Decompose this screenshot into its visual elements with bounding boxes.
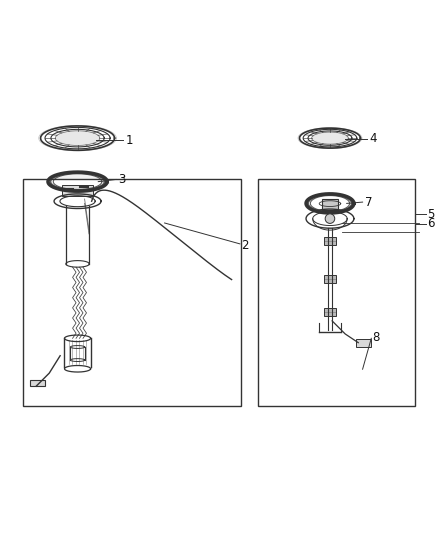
Polygon shape — [312, 132, 348, 144]
Text: 4: 4 — [369, 133, 377, 146]
Polygon shape — [30, 379, 45, 386]
Bar — [324, 308, 336, 316]
Text: 8: 8 — [372, 330, 380, 343]
Text: 2: 2 — [241, 239, 248, 252]
Text: 3: 3 — [118, 173, 125, 186]
Bar — [258, 180, 415, 406]
Bar — [322, 199, 338, 210]
Polygon shape — [53, 174, 102, 190]
Bar — [62, 185, 93, 196]
Text: 5: 5 — [427, 208, 434, 221]
Circle shape — [325, 214, 335, 223]
Polygon shape — [55, 131, 100, 146]
Text: 1: 1 — [125, 134, 133, 147]
Bar — [23, 180, 241, 406]
Bar — [324, 275, 336, 283]
Polygon shape — [64, 335, 91, 369]
Bar — [324, 237, 336, 245]
Text: 6: 6 — [427, 217, 434, 230]
Text: 7: 7 — [365, 196, 372, 208]
Polygon shape — [356, 339, 371, 347]
Polygon shape — [311, 196, 350, 211]
